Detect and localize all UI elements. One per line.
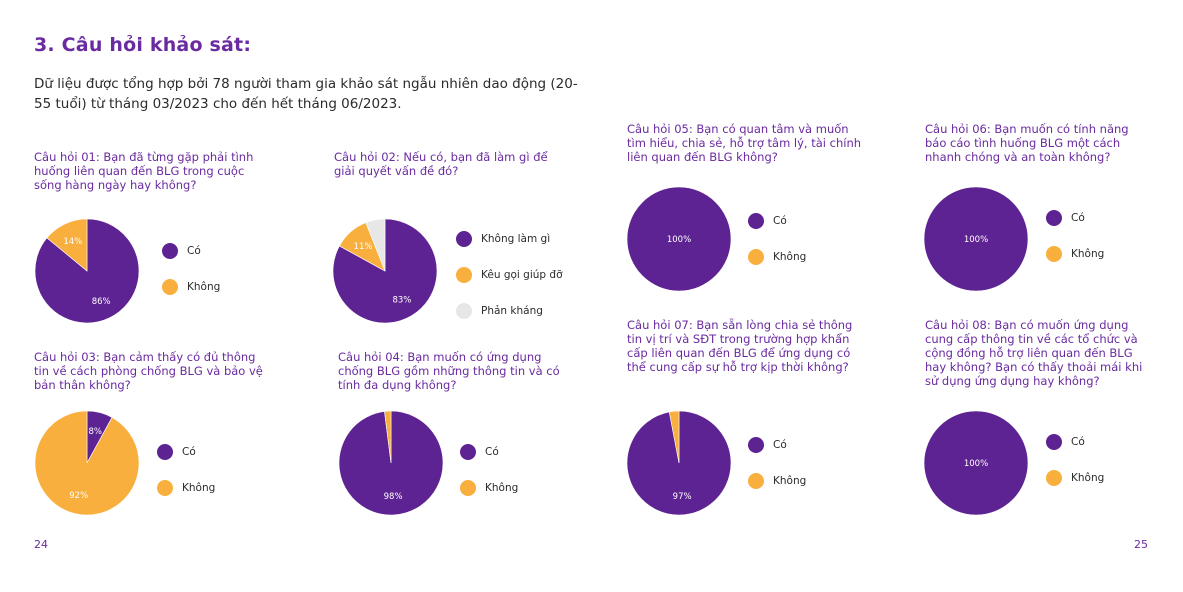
legend-q06: Có Không [1046, 209, 1104, 281]
legend-swatch [1046, 470, 1062, 486]
legend-item-keu-goi-giup-do: Kêu gọi giúp đỡ [456, 266, 563, 284]
pie-slice-0 [626, 186, 732, 292]
legend-swatch [162, 279, 178, 295]
legend-item-khong: Không [748, 472, 806, 490]
page-number-left: 24 [34, 538, 48, 551]
legend-item-co: Có [1046, 209, 1104, 227]
legend-swatch [456, 231, 472, 247]
legend-label: Không [1071, 248, 1105, 260]
pie-slice-0 [923, 186, 1029, 292]
legend-q02: Không làm gì Kêu gọi giúp đỡ Phản kháng [456, 230, 563, 338]
pie-slice-label: 11% [354, 242, 373, 252]
pie-slice-1 [34, 410, 140, 516]
question-01-text: Câu hỏi 01: Bạn đã từng gặp phải tình hu… [34, 150, 254, 192]
legend-label: Có [1071, 436, 1085, 448]
question-05-text: Câu hỏi 05: Bạn có quan tâm và muốn tìm … [627, 122, 862, 164]
pie-slice-label: 92% [69, 491, 88, 501]
legend-label: Không [187, 281, 221, 293]
legend-label: Không [773, 251, 807, 263]
legend-item-co: Có [1046, 433, 1104, 451]
pie-slice-1 [668, 410, 680, 464]
question-04-text: Câu hỏi 04: Bạn muốn có ứng dụng chống B… [338, 350, 560, 392]
legend-label: Có [182, 446, 196, 458]
legend-swatch [1046, 210, 1062, 226]
legend-item-co: Có [748, 212, 806, 230]
pie-chart-q07: 97% [626, 410, 732, 516]
legend-q05: Có Không [748, 212, 806, 284]
legend-label: Không [1071, 472, 1105, 484]
legend-item-co: Có [162, 242, 220, 260]
pie-chart-q06: 100% [923, 186, 1029, 292]
pie-slice-label: 8% [89, 427, 103, 437]
pie-slice-label: 86% [92, 297, 111, 307]
legend-q08: Có Không [1046, 433, 1104, 505]
legend-label: Có [187, 245, 201, 257]
intro-text: Dữ liệu được tổng hợp bởi 78 người tham … [34, 76, 578, 112]
pie-slice-label: 83% [392, 296, 411, 306]
legend-q01: Có Không [162, 242, 220, 314]
legend-item-khong: Không [1046, 245, 1104, 263]
legend-label: Có [1071, 212, 1085, 224]
pie-chart-q08: 100% [923, 410, 1029, 516]
pie-slice-1 [384, 410, 392, 464]
pie-slice-label: 100% [964, 459, 988, 469]
legend-item-co: Có [460, 443, 518, 461]
legend-item-khong: Không [157, 479, 215, 497]
legend-q07: Có Không [748, 436, 806, 508]
legend-label: Không [182, 482, 216, 494]
pie-slice-label: 14% [63, 237, 82, 247]
pie-chart-q05: 100% [626, 186, 732, 292]
question-03-text: Câu hỏi 03: Bạn cảm thấy có đủ thông tin… [34, 350, 263, 392]
pie-slice-label: 100% [964, 235, 988, 245]
legend-label: Không [773, 475, 807, 487]
pie-slice-0 [34, 218, 140, 324]
legend-swatch [157, 480, 173, 496]
legend-swatch [460, 444, 476, 460]
legend-label: Có [773, 439, 787, 451]
legend-swatch [456, 303, 472, 319]
pie-slice-label: 97% [673, 492, 692, 502]
question-02-text: Câu hỏi 02: Nếu có, bạn đã làm gì để giả… [334, 150, 548, 178]
pie-chart-q02: 83% 11% [332, 218, 438, 324]
legend-q03: Có Không [157, 443, 215, 515]
legend-label: Không [485, 482, 519, 494]
legend-label: Không làm gì [481, 233, 551, 245]
legend-swatch [748, 473, 764, 489]
legend-label: Có [773, 215, 787, 227]
pie-slice-1 [46, 218, 88, 272]
pie-chart-q01: 86% 14% [34, 218, 140, 324]
legend-swatch [748, 249, 764, 265]
legend-item-khong: Không [748, 248, 806, 266]
pie-chart-q03: 8% 92% [34, 410, 140, 516]
legend-label: Kêu gọi giúp đỡ [481, 269, 563, 281]
pie-chart-q04: 98% [338, 410, 444, 516]
question-08-text: Câu hỏi 08: Bạn có muốn ứng dụng cung cấ… [925, 318, 1143, 388]
legend-swatch [1046, 246, 1062, 262]
legend-swatch [748, 213, 764, 229]
legend-swatch [748, 437, 764, 453]
legend-swatch [162, 243, 178, 259]
legend-item-khong: Không [162, 278, 220, 296]
question-06-text: Câu hỏi 06: Bạn muốn có tính năng báo cá… [925, 122, 1129, 164]
pie-slice-label: 100% [667, 235, 691, 245]
legend-item-khong: Không [460, 479, 518, 497]
legend-item-co: Có [157, 443, 215, 461]
legend-item-khong-lam-gi: Không làm gì [456, 230, 563, 248]
page-title: 3. Câu hỏi khảo sát: [34, 34, 252, 56]
legend-item-khong: Không [1046, 469, 1104, 487]
legend-label: Có [485, 446, 499, 458]
pie-slice-0 [923, 410, 1029, 516]
legend-swatch [1046, 434, 1062, 450]
legend-swatch [460, 480, 476, 496]
legend-swatch [157, 444, 173, 460]
pie-slice-2 [365, 218, 386, 272]
legend-item-co: Có [748, 436, 806, 454]
legend-swatch [456, 267, 472, 283]
legend-label: Phản kháng [481, 305, 543, 317]
legend-q04: Có Không [460, 443, 518, 515]
pie-slice-label: 98% [384, 492, 403, 502]
page-number-right: 25 [1134, 538, 1148, 551]
legend-item-phan-khang: Phản kháng [456, 302, 563, 320]
question-07-text: Câu hỏi 07: Bạn sẵn lòng chia sẻ thông t… [627, 318, 853, 374]
